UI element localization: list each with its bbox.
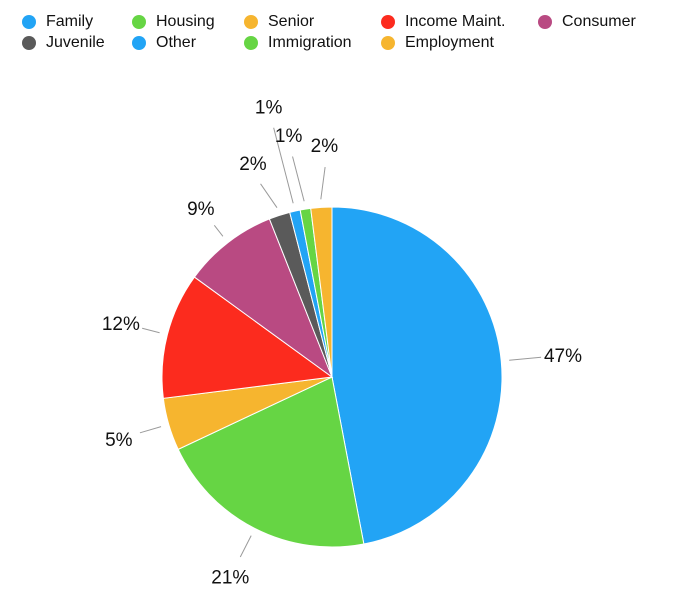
pie-slice-family bbox=[331, 206, 503, 545]
data-label-senior: 5% bbox=[105, 430, 133, 451]
legend-item-employment: Employment bbox=[381, 32, 494, 54]
legend-label: Other bbox=[156, 34, 197, 51]
legend-label: Housing bbox=[156, 13, 215, 30]
data-label-juvenile: 2% bbox=[239, 154, 267, 175]
legend-item-income-maint: Income Maint. bbox=[381, 11, 505, 33]
legend-swatch bbox=[538, 15, 552, 29]
legend-swatch bbox=[22, 36, 36, 50]
legend-label: Immigration bbox=[268, 34, 352, 51]
legend-item-senior: Senior bbox=[244, 11, 314, 33]
legend-swatch bbox=[22, 15, 36, 29]
pie-slice-consumer bbox=[193, 218, 334, 379]
legend-swatch bbox=[244, 15, 258, 29]
leader-line bbox=[292, 156, 305, 202]
data-label-other: 1% bbox=[255, 97, 283, 118]
pie-slice-income-maint bbox=[161, 276, 334, 399]
leader-line bbox=[509, 356, 542, 361]
legend-item-juvenile: Juvenile bbox=[22, 32, 105, 54]
legend-item-consumer: Consumer bbox=[538, 11, 636, 33]
legend-swatch bbox=[132, 15, 146, 29]
leader-line bbox=[139, 426, 162, 434]
legend-label: Family bbox=[46, 13, 94, 30]
legend-item-family: Family bbox=[22, 11, 93, 33]
data-label-housing: 21% bbox=[211, 568, 249, 589]
data-label-income-maint: 12% bbox=[102, 314, 140, 335]
legend-swatch bbox=[381, 36, 395, 50]
legend-item-immigration: Immigration bbox=[244, 32, 352, 54]
leader-line bbox=[239, 535, 252, 558]
pie-slice-employment bbox=[310, 206, 333, 378]
legend-swatch bbox=[244, 36, 258, 50]
data-label-family: 47% bbox=[544, 346, 582, 367]
data-label-immigration: 1% bbox=[275, 126, 303, 147]
leader-line bbox=[213, 224, 224, 237]
leader-line bbox=[273, 127, 294, 204]
legend-label: Income Maint. bbox=[405, 13, 506, 30]
legend-label: Employment bbox=[405, 34, 494, 51]
legend: Family Housing Senior Income Maint. Consumer… bbox=[0, 0, 673, 70]
leader-line bbox=[320, 167, 326, 200]
legend-swatch bbox=[132, 36, 146, 50]
legend-label: Senior bbox=[268, 13, 315, 30]
pie-slice-housing bbox=[177, 376, 365, 548]
data-label-consumer: 9% bbox=[187, 199, 215, 220]
legend-item-housing: Housing bbox=[132, 11, 215, 33]
legend-swatch bbox=[381, 15, 395, 29]
legend-label: Juvenile bbox=[46, 34, 105, 51]
legend-label: Consumer bbox=[562, 13, 636, 30]
data-label-employment: 2% bbox=[311, 136, 339, 157]
leader-line bbox=[142, 327, 160, 334]
legend-item-other: Other bbox=[132, 32, 196, 54]
leader-line bbox=[260, 183, 278, 208]
